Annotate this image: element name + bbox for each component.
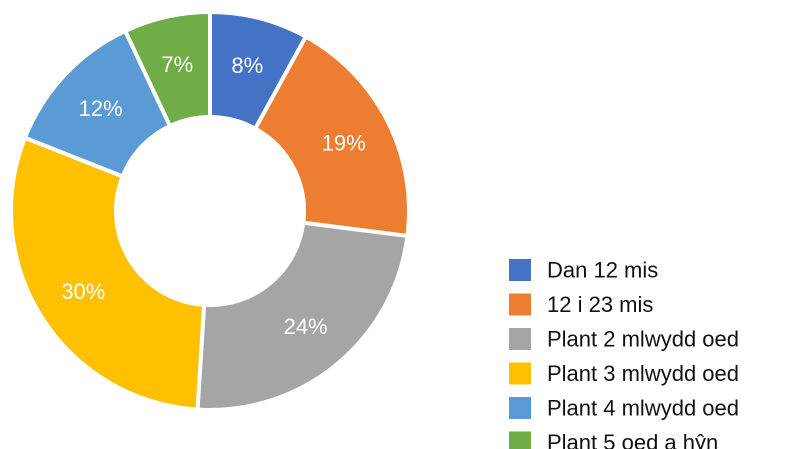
slice-data-label: 12% [79, 96, 123, 121]
legend-label: Plant 5 oed a hŷn [547, 430, 718, 449]
donut-slice [9, 135, 207, 412]
legend-swatch [509, 293, 531, 316]
legend-label: Plant 2 mlwydd oed [547, 327, 739, 352]
legend-swatch [509, 397, 531, 419]
legend-label: Dan 12 mis [547, 258, 658, 283]
legend-swatch [509, 259, 531, 281]
donut-slices [9, 9, 411, 412]
legend-label: Plant 4 mlwydd oed [547, 396, 739, 421]
slice-data-label: 7% [161, 52, 193, 77]
slice-labels: 8% 19% 24% 30% 12% 7% [61, 52, 365, 339]
donut-slice [122, 9, 212, 129]
legend-label: 12 i 23 mis [547, 292, 653, 317]
legend-swatch [509, 328, 531, 350]
legend-label: Plant 3 mlwydd oed [547, 361, 739, 386]
legend-swatch [509, 431, 531, 449]
slice-data-label: 19% [322, 130, 366, 155]
slice-data-label: 24% [284, 314, 328, 339]
slice-data-label: 30% [61, 279, 105, 304]
legend-swatch [509, 362, 531, 385]
donut-slice [195, 220, 410, 412]
slice-data-label: 8% [231, 53, 263, 78]
legend: Dan 12 mis 12 i 23 mis Plant 2 mlwydd oed P… [509, 258, 739, 449]
donut-slice [252, 33, 411, 239]
